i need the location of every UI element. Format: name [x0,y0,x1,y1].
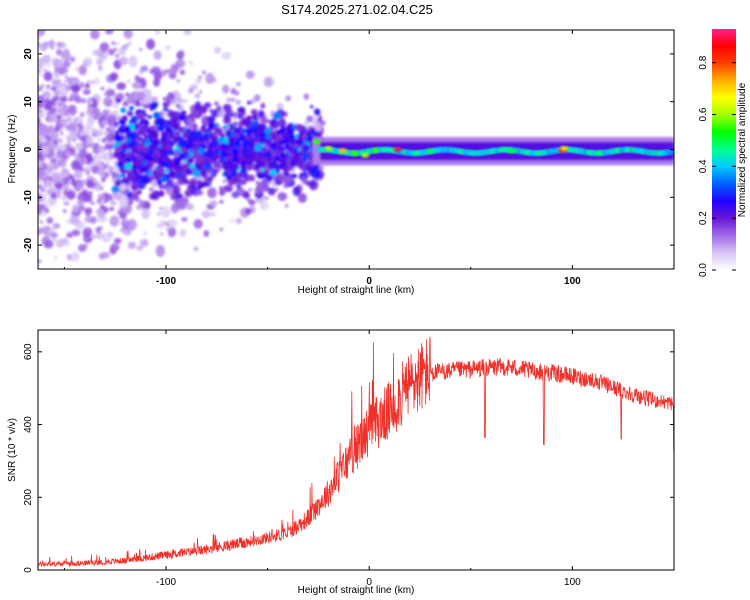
snr-ylabel: SNR (10 * v/v) [7,418,18,482]
snr-ticks: -100 0 100 0 200 400 600 [23,330,675,588]
snr-ytick-label: 600 [23,343,34,360]
colorbar-tick-label: 0.6 [698,107,709,121]
spectrogram-content [38,30,674,264]
spectrogram-ytick-label: 10 [23,96,34,108]
spectrogram-ytick-label: 0 [23,146,34,152]
snr-xlabel: Height of straight line (km) [298,585,415,596]
spectrogram-xtick-label: -100 [156,276,176,287]
colorbar: 0.0 0.2 0.4 0.6 0.8 Normalized spectral ampl… [698,29,748,277]
spectrogram-ytick-label: -10 [23,190,34,205]
colorbar-tick-label: 0.4 [698,159,709,173]
spectrogram-xtick-label: 0 [366,276,372,287]
snr-panel: -100 0 100 0 200 400 600 Height of straight li… [7,329,675,596]
snr-series-line [38,336,674,568]
snr-ytick-label: 200 [23,488,34,505]
snr-ytick-label: 400 [23,416,34,433]
colorbar-gradient [712,29,736,270]
spectrogram-ytick-label: -20 [23,237,34,252]
colorbar-tick-label: 0.0 [698,263,709,277]
spectrogram-xtick-label: 100 [564,276,581,287]
spectrogram-ylabel: Frequency (Hz) [7,115,18,184]
spectrogram-ytick-label: 20 [23,48,34,60]
snr-xtick-label: 100 [564,577,581,588]
colorbar-tick-label: 0.2 [698,211,709,225]
colorbar-ticks: 0.0 0.2 0.4 0.6 0.8 [698,55,736,277]
snr-ytick-label: 0 [23,567,34,573]
snr-xtick-label: -100 [156,577,176,588]
chart-title: S174.2025.271.02.04.C25 [281,2,433,17]
spectrogram-xlabel: Height of straight line (km) [298,285,415,296]
colorbar-label: Normalized spectral amplitude [737,82,748,217]
snr-xtick-label: 0 [366,577,372,588]
colorbar-tick-label: 0.8 [698,55,709,69]
snr-frame [37,329,675,571]
